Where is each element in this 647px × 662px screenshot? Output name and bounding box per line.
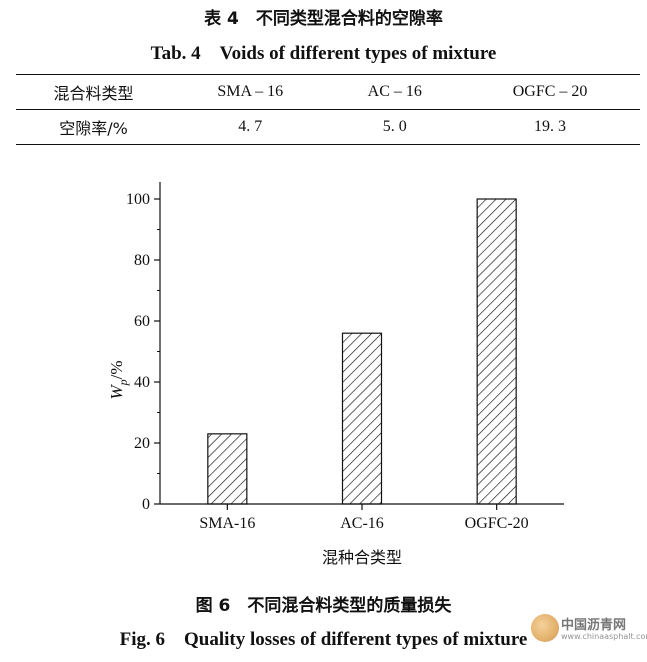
table-caption-en: Tab. 4 Voids of different types of mixtu…	[150, 43, 497, 64]
y-tick-label: 0	[142, 496, 150, 513]
y-tick-label: 80	[134, 252, 150, 269]
watermark-text: 中国沥青网	[561, 618, 627, 633]
figure-caption-cn: 图 6 不同混合料类型的质量损失	[195, 596, 452, 616]
watermark-url: www.chinaasphalt.com	[561, 632, 647, 641]
x-tick-label: AC-16	[340, 515, 384, 532]
table-cell-sma16: 4. 7	[238, 118, 263, 135]
table-header-row: 混合料类型 SMA – 16 AC – 16 OGFC – 20	[16, 74, 640, 110]
x-tick-label: OGFC-20	[465, 515, 529, 532]
table-cell-ac16: 5. 0	[382, 118, 407, 135]
table-header-label: 混合料类型	[16, 74, 171, 110]
quality-loss-chart: 0 20 40 60 80 100 SMA-16 AC-16 OGFC-20 混种合类型 Wp…	[107, 182, 564, 567]
table-row-label: 空隙率/%	[59, 119, 128, 138]
figure-caption-en: Fig. 6 Quality losses of different types…	[119, 629, 528, 650]
table-col-sma16: SMA – 16	[171, 74, 330, 110]
y-axis-title-main: W	[107, 384, 126, 400]
x-tick-label: SMA-16	[199, 515, 255, 532]
table-col-ac16: AC – 16	[329, 74, 461, 110]
x-axis-title: 混种合类型	[322, 548, 402, 567]
y-axis-title-unit: /%	[107, 360, 126, 379]
voids-table: 混合料类型 SMA – 16 AC – 16 OGFC – 20 空隙率/% 4…	[16, 74, 640, 145]
y-tick-label: 20	[134, 435, 150, 452]
table-row: 空隙率/% 4. 7 5. 0 19. 3	[16, 110, 640, 145]
y-tick-label: 100	[126, 191, 150, 208]
table-col-ogfc20: OGFC – 20	[460, 74, 640, 110]
y-axis-title: Wp/%	[107, 360, 130, 399]
site-watermark: 中国沥青网 www.chinaasphalt.com	[531, 612, 647, 652]
y-tick-label: 60	[134, 313, 150, 330]
bar-sma-16	[207, 433, 248, 505]
bar-ogfc-20	[476, 198, 517, 505]
bar-ac-16	[341, 332, 383, 505]
y-tick-label: 40	[134, 374, 150, 391]
watermark-logo-icon	[531, 614, 559, 642]
table-caption-cn: 表 4 不同类型混合料的空隙率	[204, 9, 443, 29]
y-axis-title-sub: p	[116, 379, 130, 386]
table-cell-ogfc20: 19. 3	[534, 118, 567, 135]
